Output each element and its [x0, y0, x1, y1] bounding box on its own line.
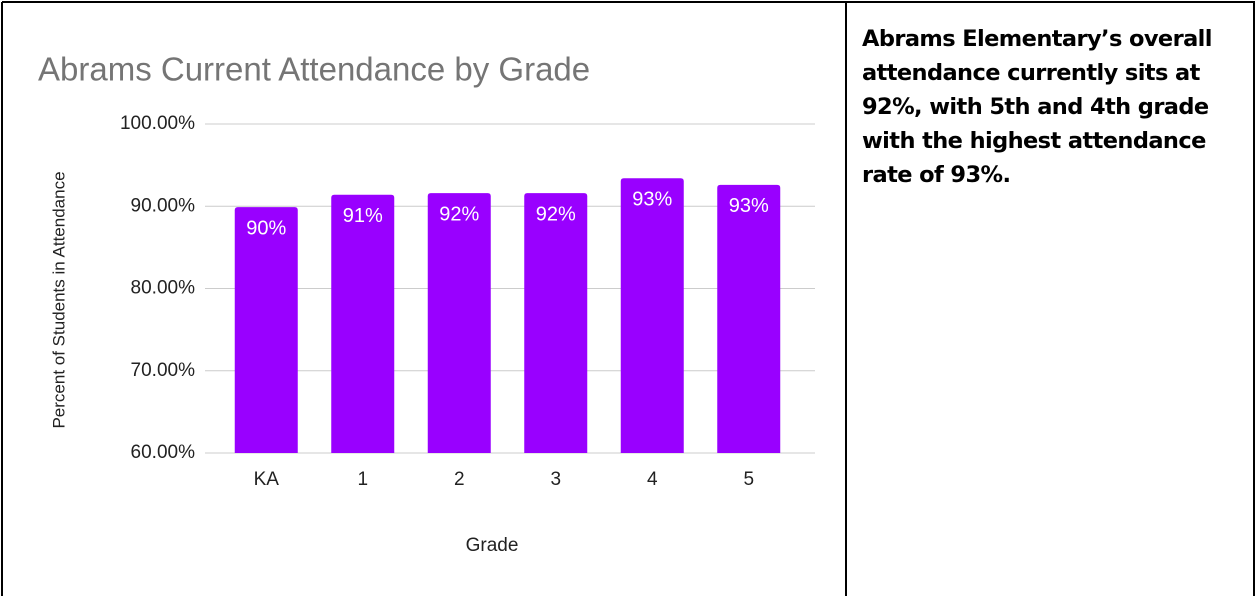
note-text: Abrams Elementary’s overall attendance c…	[862, 26, 1213, 188]
y-tick-label: 70.00%	[131, 360, 196, 381]
x-tick-label: 1	[357, 469, 368, 490]
value-label: 93%	[632, 189, 672, 211]
value-label: 93%	[729, 195, 769, 217]
bar	[331, 194, 395, 454]
value-label: 91%	[343, 205, 383, 227]
value-label: 92%	[536, 203, 576, 225]
bar	[234, 207, 298, 453]
bar	[427, 193, 491, 453]
value-label: 92%	[439, 203, 479, 225]
bar	[620, 178, 684, 453]
y-tick-label: 60.00%	[131, 442, 196, 463]
chart-title: Abrams Current Attendance by Grade	[38, 51, 590, 88]
y-tick-label: 90.00%	[131, 195, 196, 216]
y-tick-label: 100.00%	[120, 113, 195, 134]
bar	[524, 193, 588, 453]
x-tick-label: KA	[254, 469, 280, 490]
x-tick-label: 3	[550, 469, 561, 490]
x-tick-label: 2	[454, 469, 465, 490]
y-tick-label: 80.00%	[131, 278, 196, 299]
value-label: 90%	[246, 217, 286, 239]
x-tick-label: 5	[743, 469, 754, 490]
x-tick-label: 4	[647, 469, 658, 490]
x-axis-label: Grade	[466, 535, 519, 556]
y-axis-label: Percent of Students in Attendance	[49, 171, 68, 428]
bar	[717, 184, 781, 454]
